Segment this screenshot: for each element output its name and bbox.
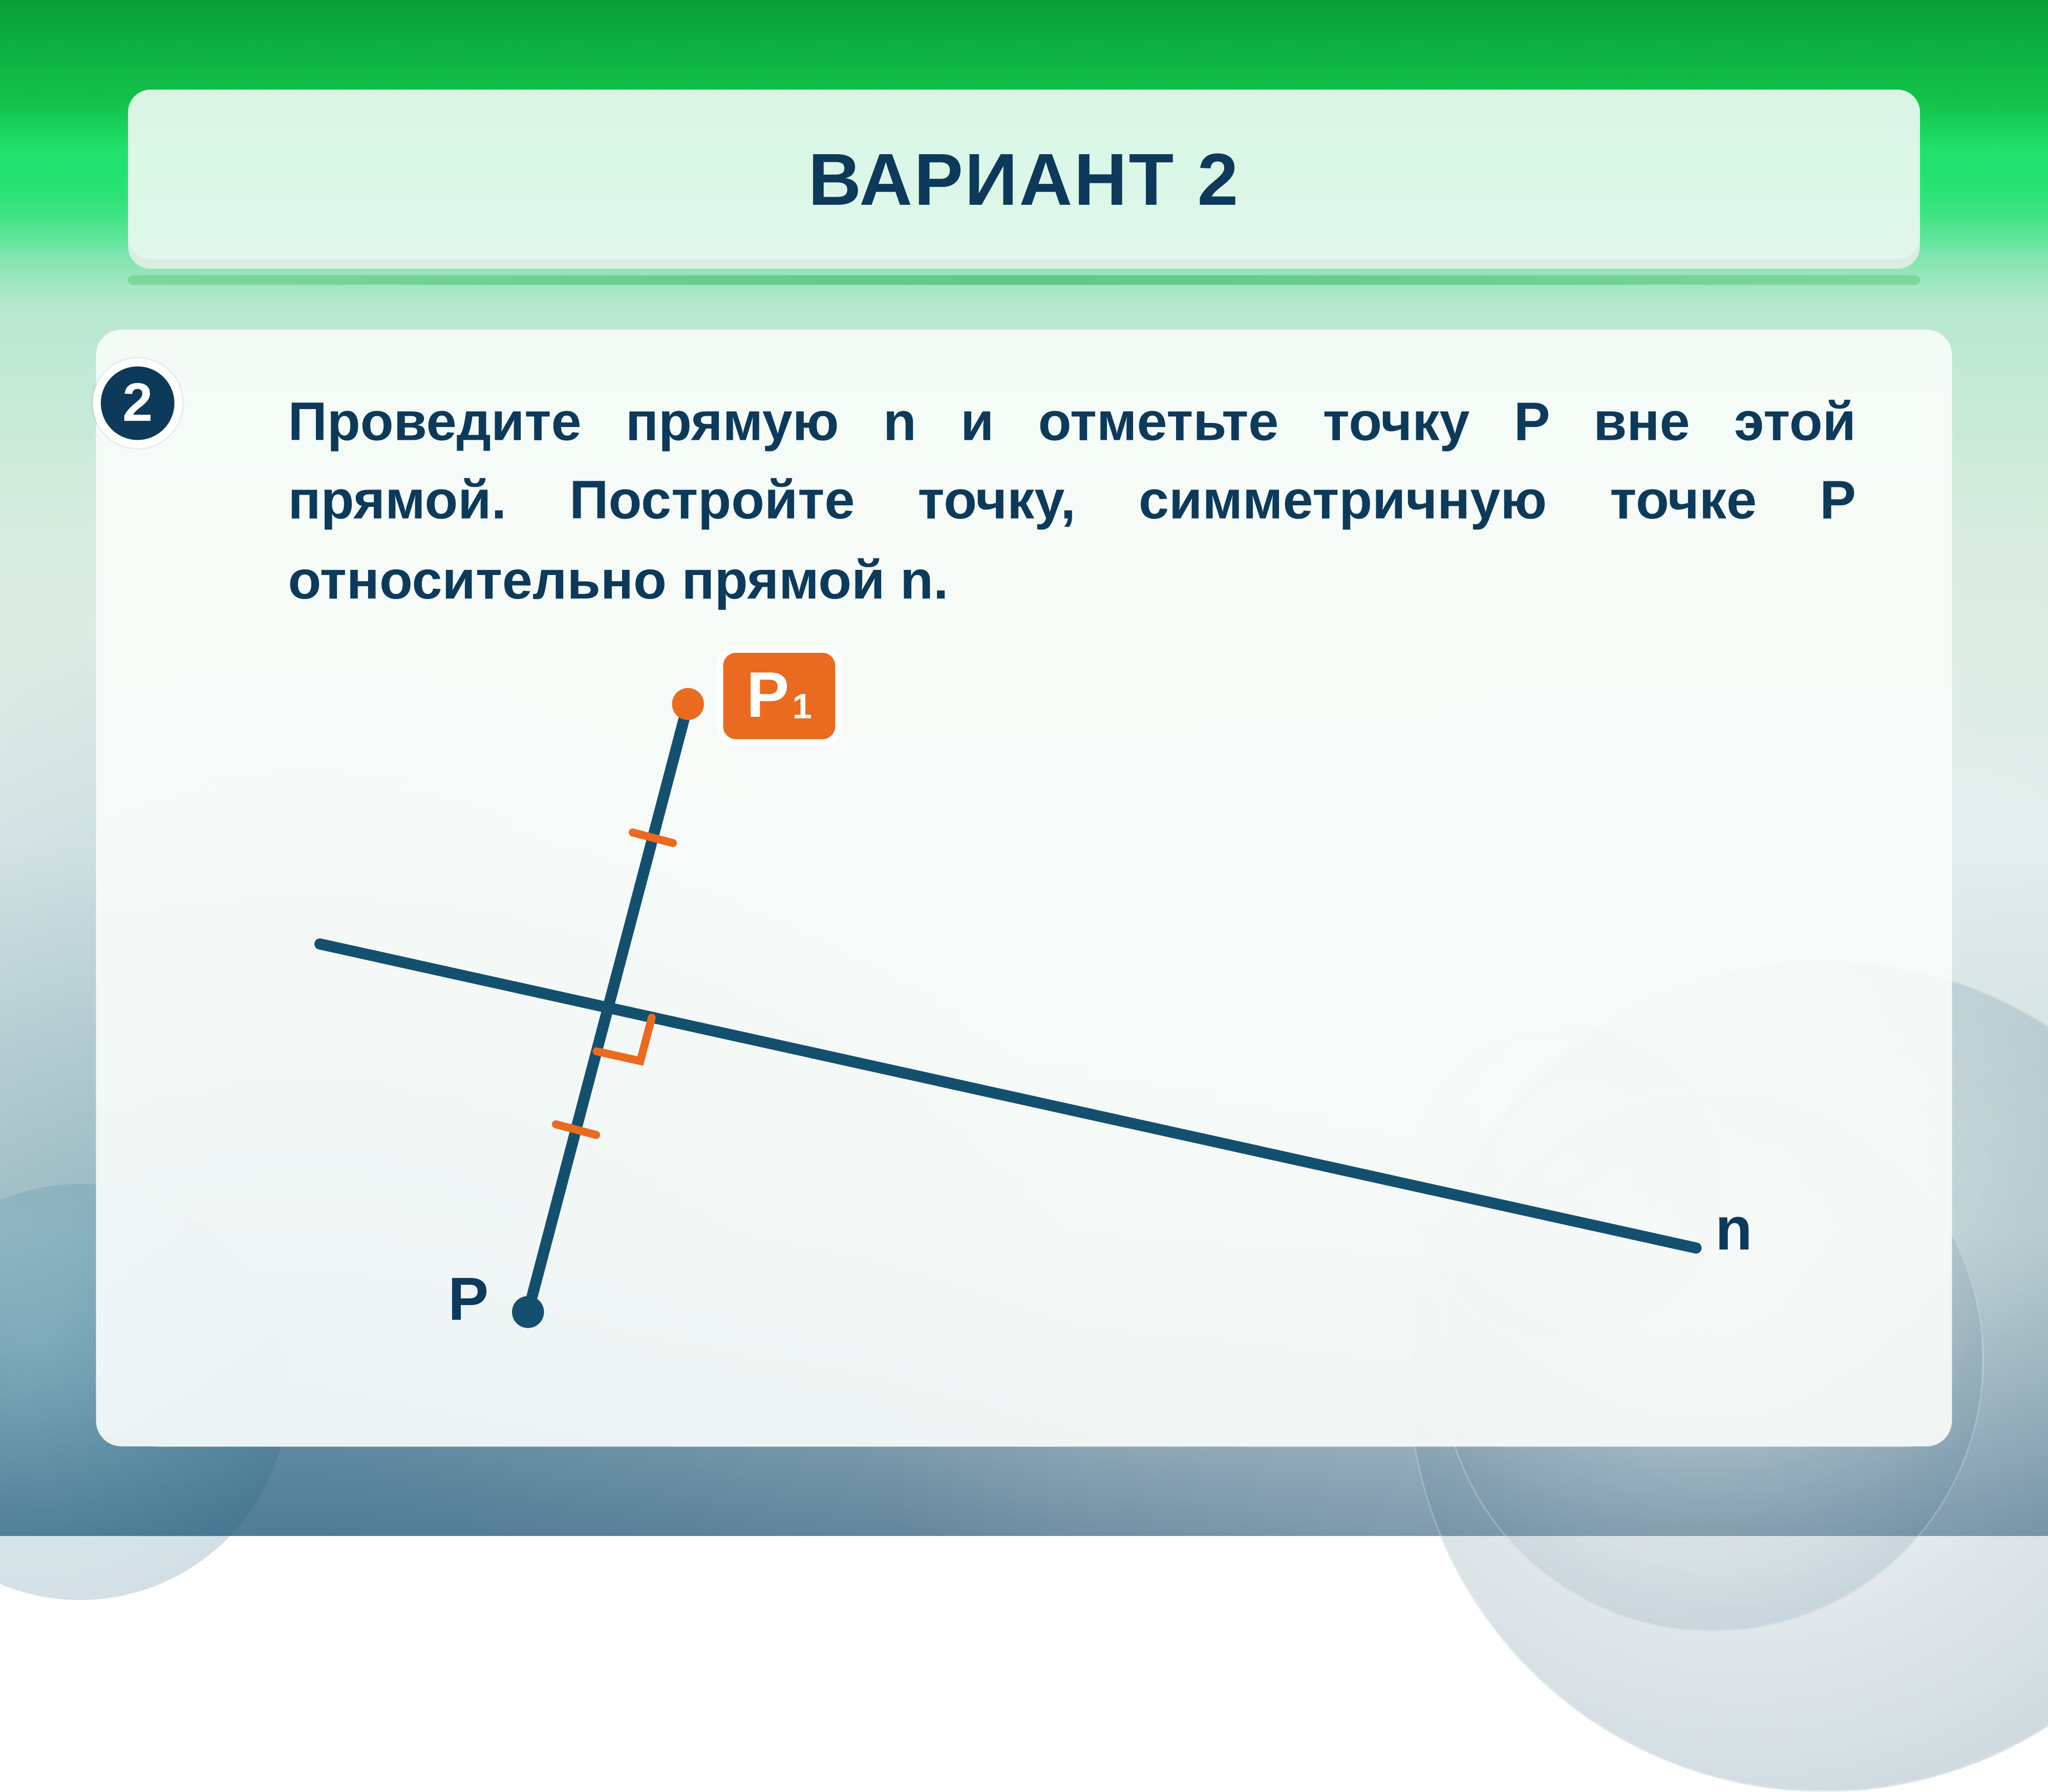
question-number: 2 bbox=[122, 372, 153, 435]
geometry-svg bbox=[96, 634, 1952, 1447]
title-underline bbox=[128, 275, 1920, 285]
question-number-badge: 2 bbox=[93, 358, 182, 448]
content-card: Проведите прямую n и отметьте точку P вн… bbox=[96, 330, 1952, 1446]
point-p1-label: P bbox=[746, 664, 789, 728]
point-p1-badge: P 1 bbox=[717, 647, 842, 746]
point-p-label: P bbox=[448, 1267, 488, 1336]
diagram: P 1 P n bbox=[96, 634, 1952, 1447]
task-text: Проведите прямую n и отметьте точку P вн… bbox=[288, 384, 1857, 621]
page-title: ВАРИАНТ 2 bbox=[808, 136, 1240, 223]
slide-stage: ВАРИАНТ 2 Проведите прямую n и отметьте … bbox=[0, 0, 2048, 1536]
line-n-label: n bbox=[1715, 1197, 1753, 1266]
point-p1-subscript: 1 bbox=[793, 690, 812, 725]
title-card: ВАРИАНТ 2 bbox=[128, 90, 1920, 269]
